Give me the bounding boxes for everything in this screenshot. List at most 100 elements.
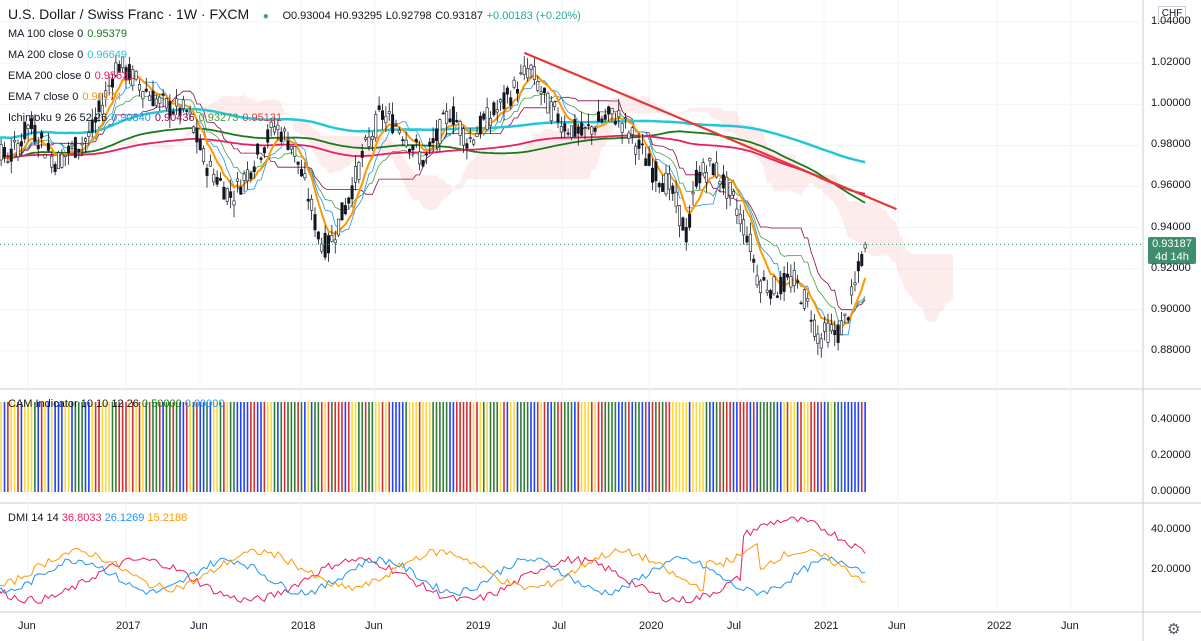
price-axis-tick: 0.94000 [1151, 220, 1191, 233]
candle-body [684, 226, 688, 243]
candle-body [195, 128, 199, 143]
market-status-dot: ● [262, 11, 269, 22]
cam-axis-tick: 0.20000 [1151, 449, 1191, 461]
candle-body [789, 276, 793, 288]
bar-countdown: 4d 14h [1155, 251, 1189, 263]
candle-body [799, 302, 803, 305]
time-axis-label: 2017 [116, 620, 141, 632]
candle-body [36, 145, 40, 150]
ohlc-change: +0.00183 (+0.20%) [486, 10, 581, 22]
candle-body [205, 167, 209, 176]
candle-body [701, 162, 705, 174]
candle-body [762, 277, 766, 281]
resistance-trendline [523, 51, 897, 211]
candle-body [461, 128, 465, 146]
candle-body [661, 183, 665, 192]
time-axis-label: Jul [552, 620, 567, 632]
indicator-legend-name: EMA 7 close 0 [8, 91, 79, 103]
candle-body [515, 89, 519, 94]
candle-body [728, 182, 732, 196]
candle-body [785, 273, 789, 278]
candle-body [634, 145, 638, 155]
indicator-legend-value: 0.90840 [111, 112, 151, 124]
ohlc-high: H0.93295 [334, 10, 383, 22]
candle-body [202, 148, 206, 163]
candle-body [863, 244, 867, 249]
candle-body [249, 172, 253, 179]
cam-legend-value-1: 0.50000 [141, 398, 182, 410]
symbol-title[interactable]: U.S. Dollar / Swiss Franc · 1W · FXCM [8, 6, 250, 22]
candle-body [323, 232, 327, 258]
candle-body [674, 191, 678, 207]
candle-body [526, 68, 530, 79]
candle-body [816, 333, 820, 344]
candle-body [772, 276, 776, 295]
candle-body [468, 137, 472, 139]
candle-body [667, 173, 671, 190]
time-axis-label: Jun [365, 620, 383, 632]
candle-body [829, 324, 833, 332]
cam-legend[interactable]: CAM Indicator 10 10 12 26 0.50000 0.0000… [8, 398, 225, 410]
currency-badge[interactable]: CHF [1158, 6, 1186, 22]
candle-body [175, 98, 179, 107]
candle-body [296, 161, 300, 165]
candle-body [482, 113, 486, 120]
candle-body [769, 290, 773, 299]
candle-body [219, 178, 223, 181]
candle-body [239, 186, 243, 195]
candle-body [306, 198, 310, 202]
dmi-legend[interactable]: DMI 14 14 36.8033 26.1269 15.2188 [8, 512, 187, 524]
dmi-line-2 [0, 542, 866, 593]
candle-body [691, 192, 695, 195]
candle-body [229, 191, 233, 198]
candle-body [715, 162, 719, 178]
candle-body [293, 146, 297, 157]
indicator-legend-3[interactable]: EMA 7 close 0 0.91174 [8, 91, 121, 103]
candle-body [29, 118, 33, 130]
candle-body [262, 147, 266, 154]
candle-body [765, 289, 769, 293]
dmi-line-1 [0, 556, 866, 597]
candle-body [438, 119, 442, 145]
candle-body [620, 123, 624, 133]
ichimoku-kijun [0, 90, 866, 311]
settings-gear-icon[interactable]: ⚙ [1167, 621, 1181, 638]
candle-body [13, 140, 17, 143]
indicator-legend-value: 0.95131 [242, 112, 283, 124]
candle-body [299, 168, 303, 177]
candle-body [232, 200, 236, 206]
indicator-legend-2[interactable]: EMA 200 close 0 0.95631 [8, 70, 134, 82]
candle-body [671, 185, 675, 194]
candle-body [84, 138, 88, 142]
candle-body [80, 142, 84, 146]
candle-body [860, 254, 864, 266]
candle-body [539, 91, 543, 94]
candle-body [725, 176, 729, 199]
candle-body [90, 119, 94, 133]
candle-body [779, 277, 783, 295]
current-price-label: 0.93187 4d 14h [1148, 237, 1196, 264]
indicator-legend-4[interactable]: Ichimoku 9 26 52 26 0.90840 0.90436 0.93273… [8, 112, 282, 124]
indicator-legend-0[interactable]: MA 100 close 0 0.95379 [8, 28, 127, 40]
candle-body [401, 139, 405, 141]
candle-body [40, 132, 44, 139]
candle-body [590, 126, 594, 135]
candle-body [397, 129, 401, 134]
current-price-value: 0.93187 [1152, 238, 1192, 250]
candle-body [56, 152, 60, 170]
indicator-legend-1[interactable]: MA 200 close 0 0.96649 [8, 49, 127, 61]
indicator-legend-value: 0.96649 [87, 49, 127, 61]
candle-body [124, 67, 128, 80]
candle-body [242, 173, 246, 181]
candle-body [225, 188, 229, 202]
cam-legend-name: CAM Indicator 10 10 12 26 [8, 398, 139, 410]
ohlc-close: C0.93187 [435, 10, 483, 22]
candle-body [100, 104, 104, 115]
candle-body [731, 191, 735, 196]
candle-body [445, 110, 449, 125]
candle-body [738, 213, 742, 225]
candle-body [411, 145, 415, 151]
candle-body [50, 155, 54, 168]
candle-body [424, 153, 428, 156]
